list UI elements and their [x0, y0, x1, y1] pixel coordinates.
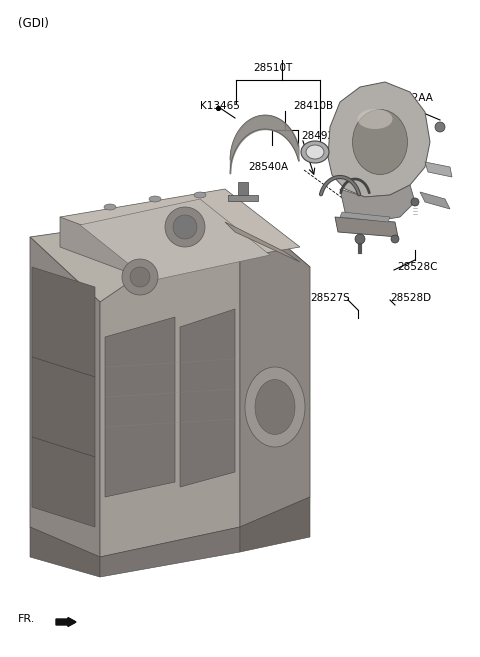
Polygon shape: [80, 199, 270, 281]
Text: (GDI): (GDI): [18, 17, 49, 30]
Circle shape: [391, 235, 399, 243]
Ellipse shape: [104, 204, 116, 210]
Polygon shape: [238, 182, 248, 195]
Text: 28540A: 28540A: [248, 162, 288, 172]
Polygon shape: [420, 192, 450, 209]
Polygon shape: [30, 527, 100, 577]
Circle shape: [165, 207, 205, 247]
Text: 28527S: 28527S: [310, 293, 350, 303]
Polygon shape: [32, 267, 95, 377]
Polygon shape: [32, 357, 95, 457]
Polygon shape: [340, 185, 415, 222]
Polygon shape: [32, 437, 95, 527]
Polygon shape: [105, 317, 175, 497]
Circle shape: [173, 215, 197, 239]
Polygon shape: [340, 212, 390, 222]
Polygon shape: [328, 82, 430, 197]
Ellipse shape: [245, 367, 305, 447]
Ellipse shape: [352, 110, 408, 175]
Text: 28492: 28492: [301, 131, 334, 141]
Polygon shape: [335, 217, 398, 237]
Polygon shape: [100, 527, 240, 577]
Ellipse shape: [306, 145, 324, 159]
Circle shape: [435, 122, 445, 132]
Circle shape: [122, 259, 158, 295]
Ellipse shape: [255, 380, 295, 434]
Polygon shape: [60, 217, 135, 275]
FancyArrow shape: [56, 618, 76, 627]
Circle shape: [130, 267, 150, 287]
Polygon shape: [225, 222, 300, 262]
Polygon shape: [228, 195, 258, 201]
Text: 28528C: 28528C: [397, 262, 437, 272]
Text: FR.: FR.: [18, 614, 36, 624]
Ellipse shape: [301, 141, 329, 163]
Text: 28528D: 28528D: [390, 293, 431, 303]
Polygon shape: [60, 189, 300, 275]
Polygon shape: [240, 497, 310, 552]
Polygon shape: [30, 207, 310, 302]
Ellipse shape: [194, 192, 206, 198]
Circle shape: [355, 234, 365, 244]
Polygon shape: [30, 237, 100, 557]
Text: 28510T: 28510T: [253, 63, 292, 73]
Polygon shape: [425, 162, 452, 177]
Text: K13465: K13465: [200, 101, 240, 111]
Circle shape: [411, 198, 419, 206]
Ellipse shape: [149, 196, 161, 202]
Text: 1022AA: 1022AA: [393, 93, 434, 103]
Ellipse shape: [358, 109, 393, 129]
Text: 28410B: 28410B: [293, 101, 333, 111]
Polygon shape: [100, 207, 240, 557]
Polygon shape: [180, 309, 235, 487]
Polygon shape: [240, 207, 310, 527]
